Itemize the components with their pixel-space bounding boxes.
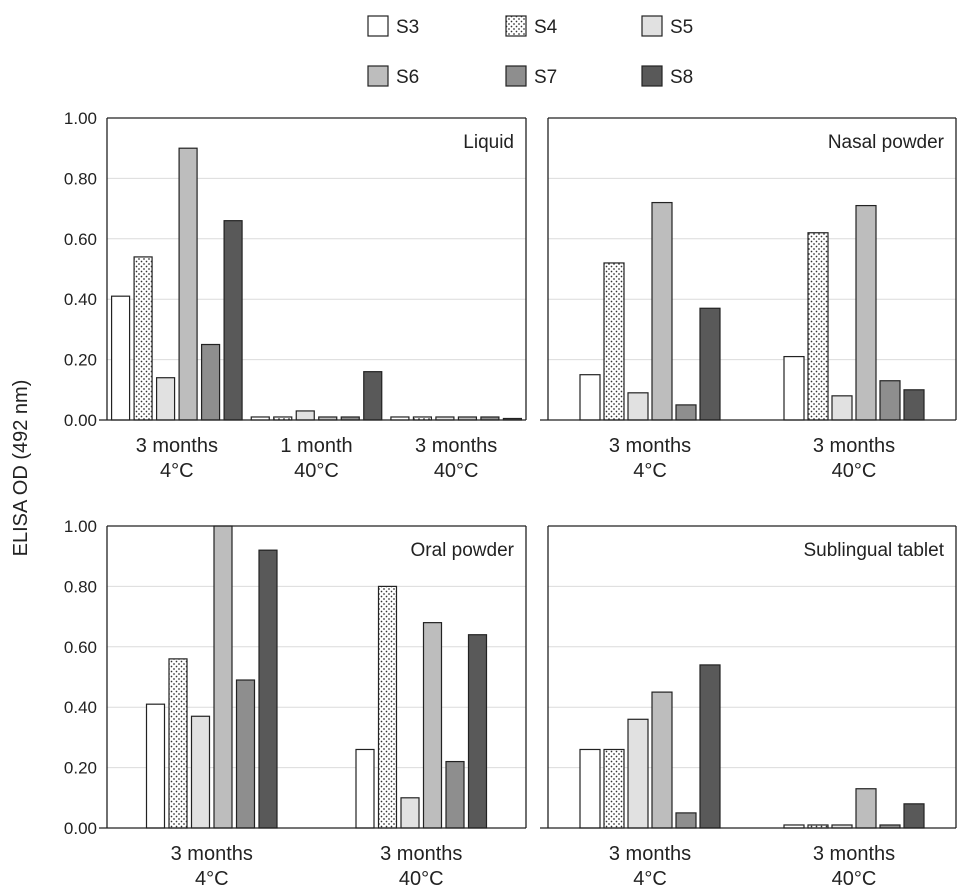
category-label: 3 months bbox=[609, 435, 691, 457]
bar-sublingual-tablet-1-s8 bbox=[699, 664, 721, 829]
bar-nasal-powder-2-s7 bbox=[879, 380, 901, 421]
y-tick-label: 0.00 bbox=[64, 819, 97, 838]
panel-title: Sublingual tablet bbox=[804, 540, 945, 561]
bar-oral-powder-2-s3 bbox=[355, 748, 375, 829]
legend-swatch-s7 bbox=[505, 65, 527, 87]
category-label: 1 month bbox=[280, 435, 352, 457]
bar-oral-powder-2-s5 bbox=[400, 797, 420, 829]
bar-nasal-powder-1-s7 bbox=[675, 404, 697, 421]
y-tick-label: 0.40 bbox=[64, 290, 97, 309]
bar-oral-powder-2-s4 bbox=[377, 585, 398, 829]
legend-swatch-s8 bbox=[641, 65, 663, 87]
legend-swatch-s6 bbox=[367, 65, 389, 87]
category-label: 3 months bbox=[415, 435, 497, 457]
bar-liquid-2-s8 bbox=[363, 371, 383, 421]
bar-nasal-powder-1-s4 bbox=[603, 262, 625, 421]
bar-liquid-1-s8 bbox=[223, 220, 243, 421]
bar-sublingual-tablet-1-s5 bbox=[627, 718, 649, 829]
category-label: 40°C bbox=[294, 460, 339, 482]
y-tick-label: 0.80 bbox=[64, 577, 97, 596]
bar-nasal-powder-1-s3 bbox=[579, 374, 601, 421]
bar-nasal-powder-1-s8 bbox=[699, 307, 721, 421]
category-label: 40°C bbox=[832, 460, 877, 482]
panel-oral-powder: 0.00 0.20 0.40 0.60 0.80 1.00 3 months 4°C 3 mon… bbox=[64, 517, 527, 890]
legend-label-s3: S3 bbox=[396, 17, 419, 38]
bar-oral-powder-1-s4 bbox=[168, 658, 188, 829]
y-tick-label: 1.00 bbox=[64, 109, 97, 128]
legend-label-s7: S7 bbox=[534, 67, 557, 88]
bar-liquid-1-s6 bbox=[178, 147, 198, 421]
y-tick-label: 0.40 bbox=[64, 698, 97, 717]
bar-nasal-powder-2-s3 bbox=[783, 355, 805, 421]
bar-sublingual-tablet-1-s7 bbox=[675, 812, 697, 829]
bar-nasal-powder-1-s6 bbox=[651, 201, 673, 421]
legend-label-s6: S6 bbox=[396, 67, 419, 88]
bar-liquid-2-s5 bbox=[295, 410, 315, 421]
category-label: 40°C bbox=[832, 868, 877, 890]
category-label: 3 months bbox=[136, 435, 218, 457]
category-label: 40°C bbox=[434, 460, 479, 482]
bar-sublingual-tablet-2-s8 bbox=[903, 803, 925, 829]
category-label: 3 months bbox=[609, 843, 691, 865]
legend-swatch-s3 bbox=[367, 15, 389, 37]
legend-swatch-s5 bbox=[641, 15, 663, 37]
bar-liquid-1-s4 bbox=[133, 256, 153, 421]
legend-label-s5: S5 bbox=[670, 17, 693, 38]
category-label: 4°C bbox=[195, 868, 229, 890]
bar-oral-powder-2-s8 bbox=[467, 634, 488, 829]
y-tick-label: 0.20 bbox=[64, 351, 97, 370]
bar-nasal-powder-2-s4 bbox=[807, 232, 829, 421]
bar-liquid-1-s5 bbox=[155, 377, 176, 421]
bar-sublingual-tablet-1-s4 bbox=[603, 748, 625, 829]
bar-oral-powder-2-s7 bbox=[445, 760, 465, 829]
legend-label-s4: S4 bbox=[534, 17, 558, 38]
bar-oral-powder-1-s8 bbox=[258, 549, 278, 829]
legend: S3 S4 S5 S6 S7 S8 bbox=[367, 15, 693, 88]
y-tick-label: 0.80 bbox=[64, 169, 97, 188]
bar-nasal-powder-2-s8 bbox=[903, 389, 925, 421]
panel-title: Liquid bbox=[463, 132, 514, 153]
bar-oral-powder-2-s6 bbox=[422, 622, 443, 829]
y-tick-label: 0.20 bbox=[64, 759, 97, 778]
bar-nasal-powder-2-s6 bbox=[855, 204, 877, 421]
category-label: 3 months bbox=[813, 843, 895, 865]
y-tick-label: 0.60 bbox=[64, 230, 97, 249]
bar-oral-powder-1-s7 bbox=[235, 679, 256, 829]
category-label: 4°C bbox=[160, 460, 194, 482]
bar-oral-powder-1-s6 bbox=[213, 525, 233, 829]
panel-liquid: 0.00 0.20 0.40 0.60 0.80 1.00 3 months 4°C 1 mon… bbox=[64, 109, 527, 482]
bar-nasal-powder-1-s5 bbox=[627, 392, 649, 421]
category-label: 4°C bbox=[633, 868, 667, 890]
panel-title: Nasal powder bbox=[828, 132, 945, 153]
panel-sublingual-tablet: 3 months 4°C 3 months 40°C Sublingual tablet bbox=[540, 525, 957, 890]
y-axis-label: ELISA OD (492 nm) bbox=[10, 380, 32, 557]
category-label: 40°C bbox=[399, 868, 444, 890]
bar-sublingual-tablet-1-s3 bbox=[579, 748, 601, 829]
y-tick-label: 0.00 bbox=[64, 411, 97, 430]
category-label: 3 months bbox=[171, 843, 253, 865]
legend-label-s8: S8 bbox=[670, 67, 693, 88]
legend-swatch-s4 bbox=[505, 15, 527, 37]
category-label: 4°C bbox=[633, 460, 667, 482]
bar-oral-powder-1-s3 bbox=[145, 703, 166, 829]
bar-liquid-1-s3 bbox=[110, 295, 131, 421]
y-tick-label: 0.60 bbox=[64, 638, 97, 657]
category-label: 3 months bbox=[380, 843, 462, 865]
panel-nasal-powder: 3 months 4°C 3 months 40°C Nasal powder bbox=[540, 117, 957, 482]
panels: 0.00 0.20 0.40 0.60 0.80 1.00 3 months 4°C 1 mon… bbox=[64, 109, 957, 890]
bar-liquid-1-s7 bbox=[200, 343, 221, 421]
category-label: 3 months bbox=[813, 435, 895, 457]
bar-nasal-powder-2-s5 bbox=[831, 395, 853, 421]
bar-sublingual-tablet-1-s6 bbox=[651, 691, 673, 829]
panel-title: Oral powder bbox=[411, 540, 515, 561]
bar-sublingual-tablet-2-s6 bbox=[855, 788, 877, 829]
y-tick-label: 1.00 bbox=[64, 517, 97, 536]
bar-oral-powder-1-s5 bbox=[190, 715, 211, 829]
